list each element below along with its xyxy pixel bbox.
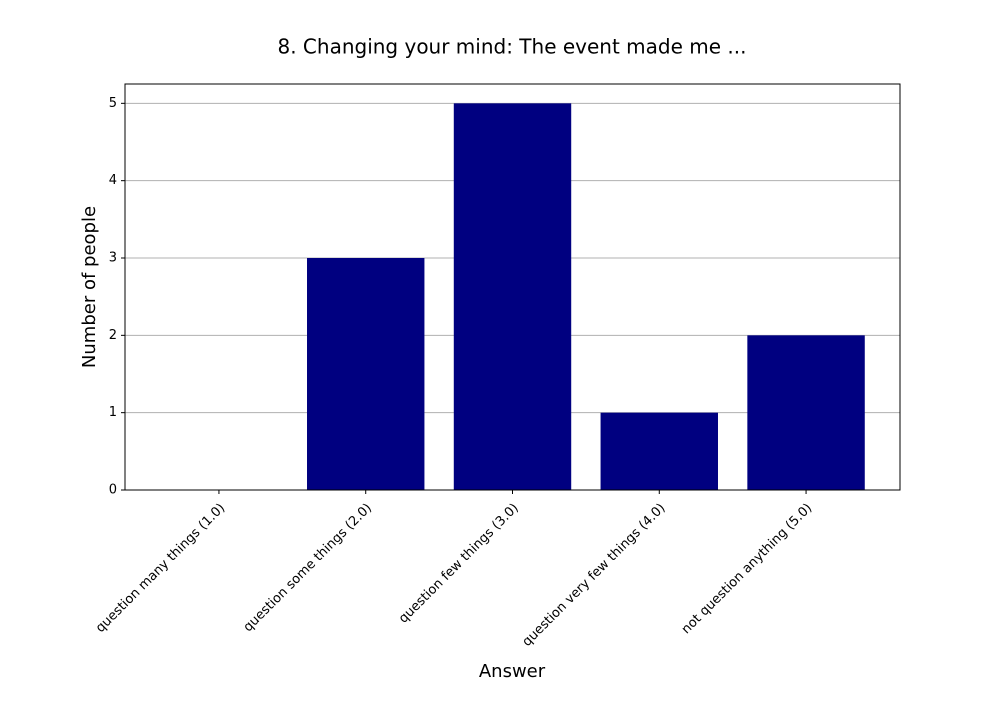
x-tick-label: question many things (1.0) [93,501,228,636]
bar [747,335,865,490]
y-tick-label: 2 [109,328,117,343]
bar [453,103,572,490]
chart-title: 8. Changing your mind: The event made me… [277,35,746,59]
x-tick-label: question very few things (4.0) [520,501,669,650]
y-tick-label: 4 [109,173,117,188]
x-tick-label: not question anything (5.0) [679,501,815,637]
y-tick-label: 0 [109,483,117,498]
y-tick-label: 3 [109,251,117,266]
x-tick-label: question few things (3.0) [396,501,522,627]
plot-frame [124,83,901,491]
y-axis-label: Number of people [79,206,100,368]
x-tick-label: question some things (2.0) [241,501,375,635]
bar [307,258,425,490]
y-tick-label: 5 [109,96,117,111]
bar [600,412,718,490]
y-tick-label: 1 [109,405,117,420]
x-axis-label: Answer [479,661,546,682]
